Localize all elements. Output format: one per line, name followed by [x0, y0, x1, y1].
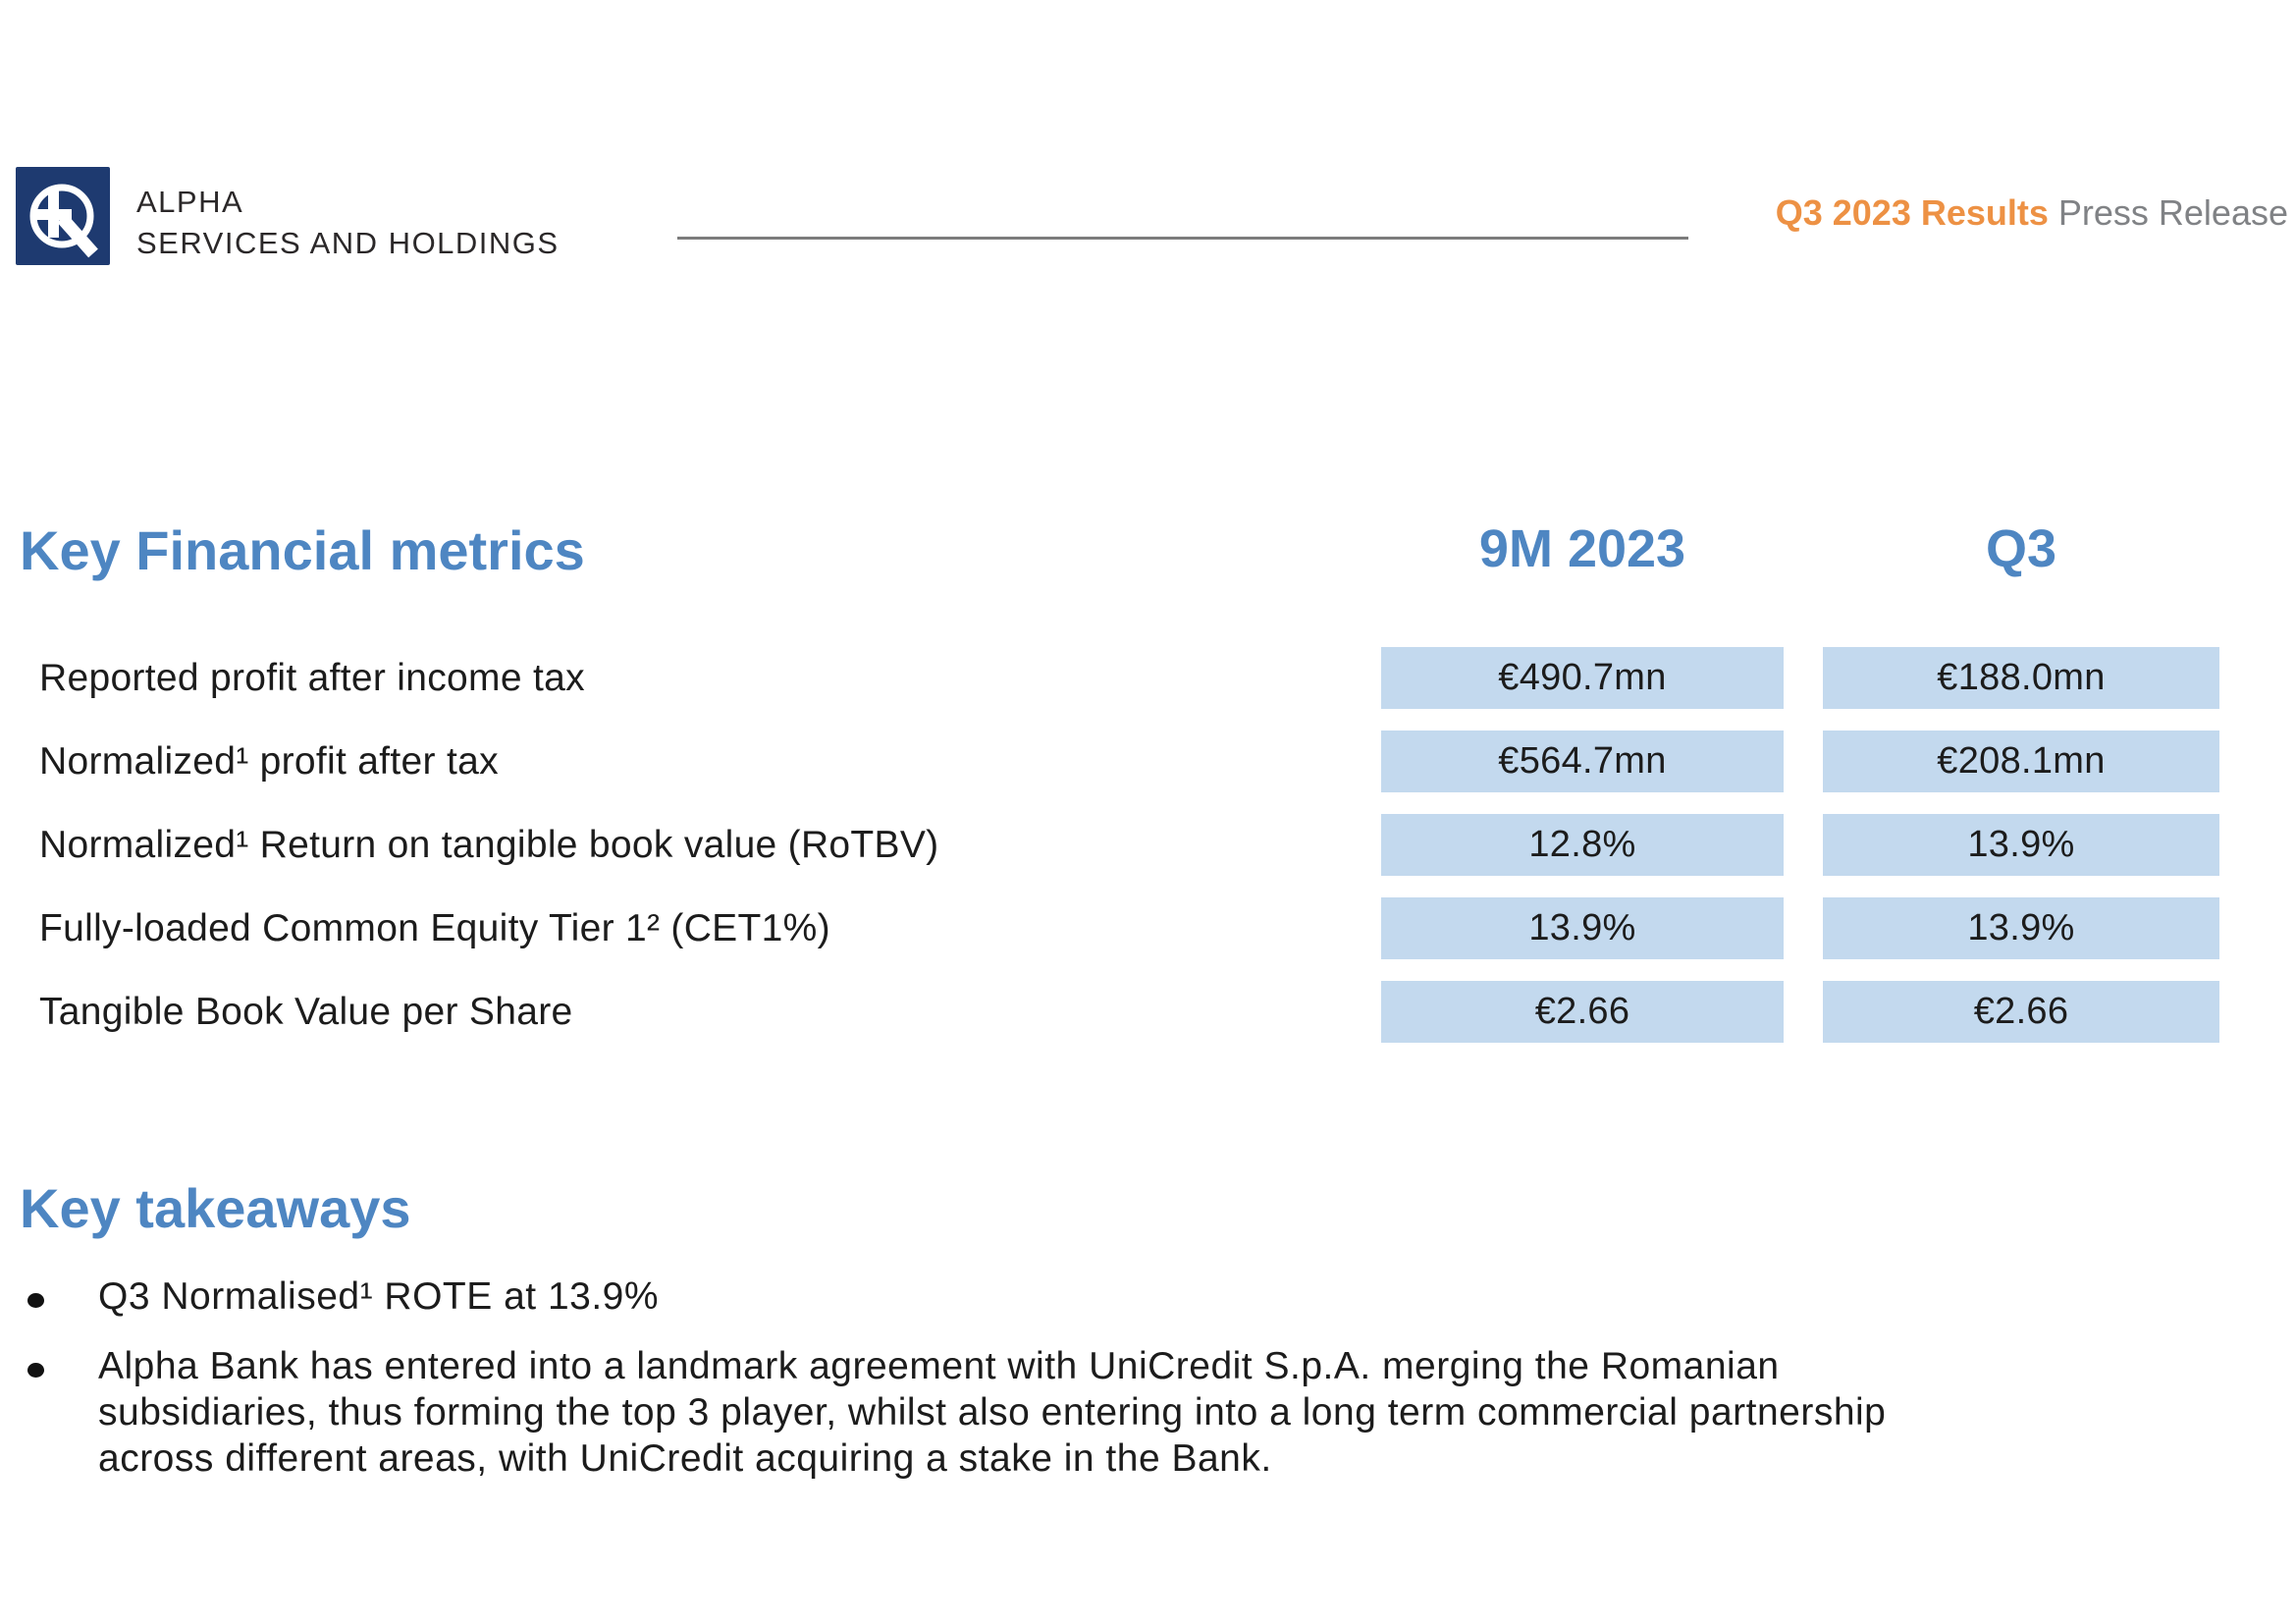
bullet-icon	[27, 1363, 44, 1378]
metric-value-9m: 12.8%	[1381, 814, 1784, 876]
column-header-9m-2023: 9M 2023	[1478, 519, 1686, 578]
metric-label: Reported profit after income tax	[39, 656, 585, 699]
report-badge-label: Press Release	[2048, 192, 2288, 233]
report-badge-highlight: Q3 2023 Results	[1775, 192, 2049, 233]
metric-label: Normalized¹ Return on tangible book valu…	[39, 823, 939, 866]
alpha-bank-logo-icon	[16, 167, 110, 265]
metric-label: Normalized¹ profit after tax	[39, 739, 499, 783]
metric-value-9m: €564.7mn	[1381, 731, 1784, 792]
takeaway-bullet-2-line: Alpha Bank has entered into a landmark a…	[98, 1345, 1780, 1387]
metric-value-9m: €490.7mn	[1381, 647, 1784, 709]
column-header-q3: Q3	[1985, 519, 2057, 578]
metric-row: Normalized¹ Return on tangible book valu…	[0, 814, 2296, 876]
header-divider	[677, 237, 1688, 240]
report-badge: Q3 2023 Results Press Release	[1776, 192, 2288, 234]
metric-label: Tangible Book Value per Share	[39, 990, 573, 1033]
bullet-icon	[27, 1293, 44, 1308]
takeaway-bullet-2: Alpha Bank has entered into a landmark a…	[98, 1343, 1886, 1482]
metric-value-9m: 13.9%	[1381, 897, 1784, 959]
metric-value-q3: €2.66	[1823, 981, 2219, 1043]
takeaway-bullet-2-line: subsidiaries, thus forming the top 3 pla…	[98, 1391, 1887, 1434]
metric-value-q3: €188.0mn	[1823, 647, 2219, 709]
metric-value-9m: €2.66	[1381, 981, 1784, 1043]
takeaway-bullet-1-line: Q3 Normalised¹ ROTE at 13.9%	[98, 1275, 660, 1318]
metric-value-q3: 13.9%	[1823, 897, 2219, 959]
metric-value-q3: €208.1mn	[1823, 731, 2219, 792]
takeaway-bullet-2-line: across different areas, with UniCredit a…	[98, 1437, 1272, 1480]
metric-label: Fully-loaded Common Equity Tier 1² (CET1…	[39, 906, 830, 949]
metric-row: Reported profit after income tax €490.7m…	[0, 647, 2296, 709]
takeaways-section-title: Key takeaways	[20, 1177, 411, 1239]
brand-name-line2: SERVICES AND HOLDINGS	[136, 226, 560, 260]
metric-row: Fully-loaded Common Equity Tier 1² (CET1…	[0, 897, 2296, 959]
metric-value-q3: 13.9%	[1823, 814, 2219, 876]
metrics-section-title: Key Financial metrics	[20, 519, 585, 581]
brand-name-line1: ALPHA	[136, 185, 244, 219]
metric-row: Tangible Book Value per Share €2.66 €2.6…	[0, 981, 2296, 1043]
takeaway-bullet-1: Q3 Normalised¹ ROTE at 13.9%	[98, 1273, 659, 1320]
metric-row: Normalized¹ profit after tax €564.7mn €2…	[0, 731, 2296, 792]
